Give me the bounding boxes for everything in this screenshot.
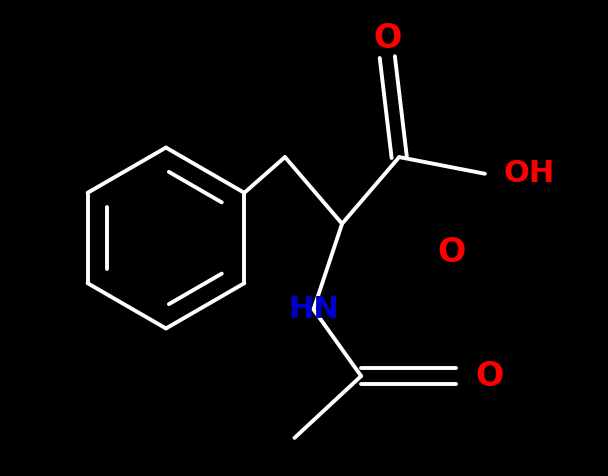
Text: HN: HN	[288, 295, 339, 324]
Text: O: O	[438, 236, 466, 269]
Text: OH: OH	[504, 159, 555, 188]
Text: O: O	[373, 21, 401, 55]
Text: O: O	[475, 359, 503, 393]
